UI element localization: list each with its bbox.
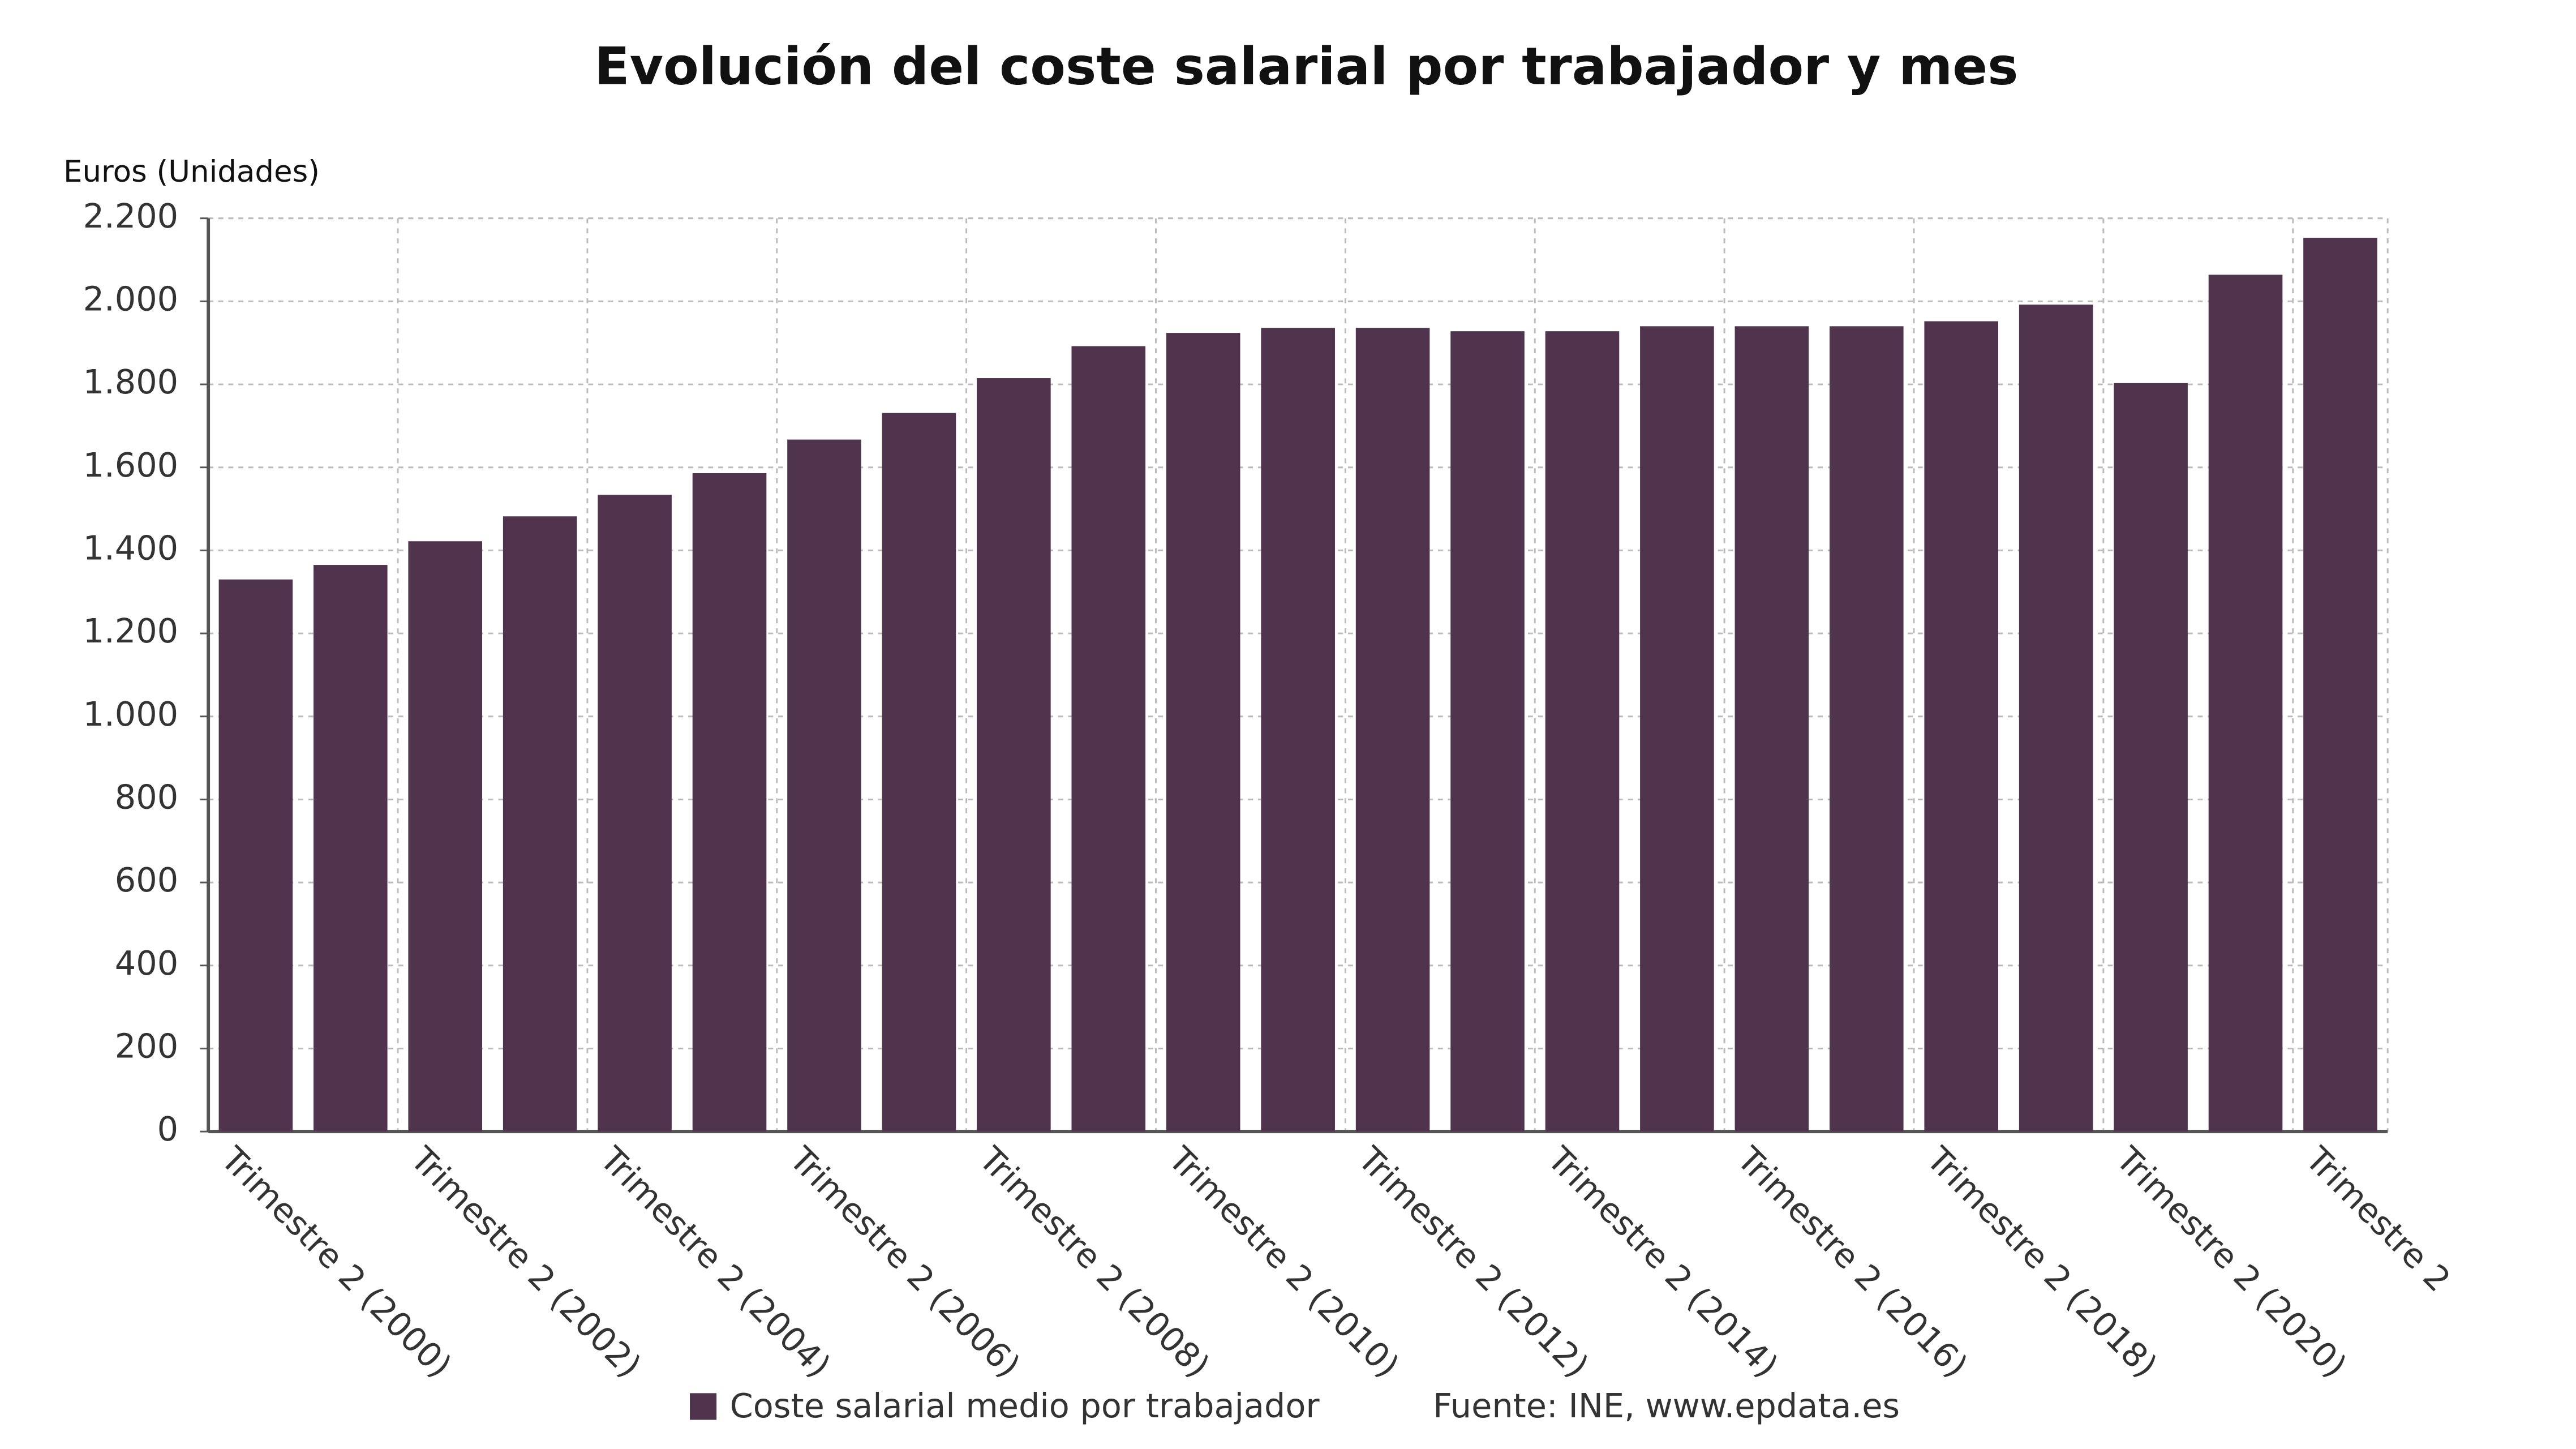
bar — [882, 413, 956, 1132]
source: Fuente: INE, www.epdata.es — [1433, 1386, 1900, 1425]
bars — [218, 238, 2377, 1132]
x-tick-label: Trimestre 2 — [2298, 1139, 2458, 1299]
y-tick-label: 1.400 — [83, 529, 179, 568]
bar — [1640, 326, 1714, 1132]
bar — [1924, 321, 1999, 1132]
y-tick-label: 1.800 — [83, 362, 179, 401]
chart-title: Evolución del coste salarial por trabaja… — [594, 36, 2018, 97]
y-axis-title: Euros (Unidades) — [63, 155, 320, 189]
y-tick-label: 600 — [115, 860, 178, 899]
legend-swatch — [690, 1393, 717, 1420]
bar — [2019, 305, 2093, 1132]
bar — [1071, 346, 1146, 1132]
bar — [977, 378, 1051, 1132]
bar — [1545, 331, 1620, 1132]
y-tick-label: 1.600 — [83, 445, 179, 485]
y-tick-label: 2.200 — [83, 196, 179, 235]
bar — [598, 495, 672, 1132]
legend-label: Coste salarial medio por trabajador — [730, 1386, 1320, 1425]
y-tick-label: 400 — [115, 944, 178, 983]
bar — [1166, 333, 1240, 1132]
bar — [503, 516, 577, 1132]
bar — [1261, 328, 1335, 1132]
bar — [1734, 326, 1809, 1132]
bar — [1355, 328, 1430, 1132]
bar — [408, 541, 483, 1132]
bar — [2208, 275, 2283, 1132]
bar — [218, 579, 293, 1132]
bar — [1450, 331, 1525, 1132]
bar — [2303, 238, 2377, 1132]
bar — [787, 439, 861, 1132]
bar — [2114, 383, 2188, 1132]
y-tick-label: 800 — [115, 778, 178, 817]
bar — [1829, 326, 1904, 1132]
bar — [313, 565, 388, 1132]
bar — [692, 473, 767, 1132]
y-tick-label: 1.200 — [83, 611, 179, 650]
y-tick-label: 0 — [157, 1109, 178, 1148]
y-tick-label: 200 — [115, 1027, 178, 1066]
y-tick-label: 2.000 — [83, 279, 179, 318]
y-tick-label: 1.000 — [83, 695, 179, 734]
